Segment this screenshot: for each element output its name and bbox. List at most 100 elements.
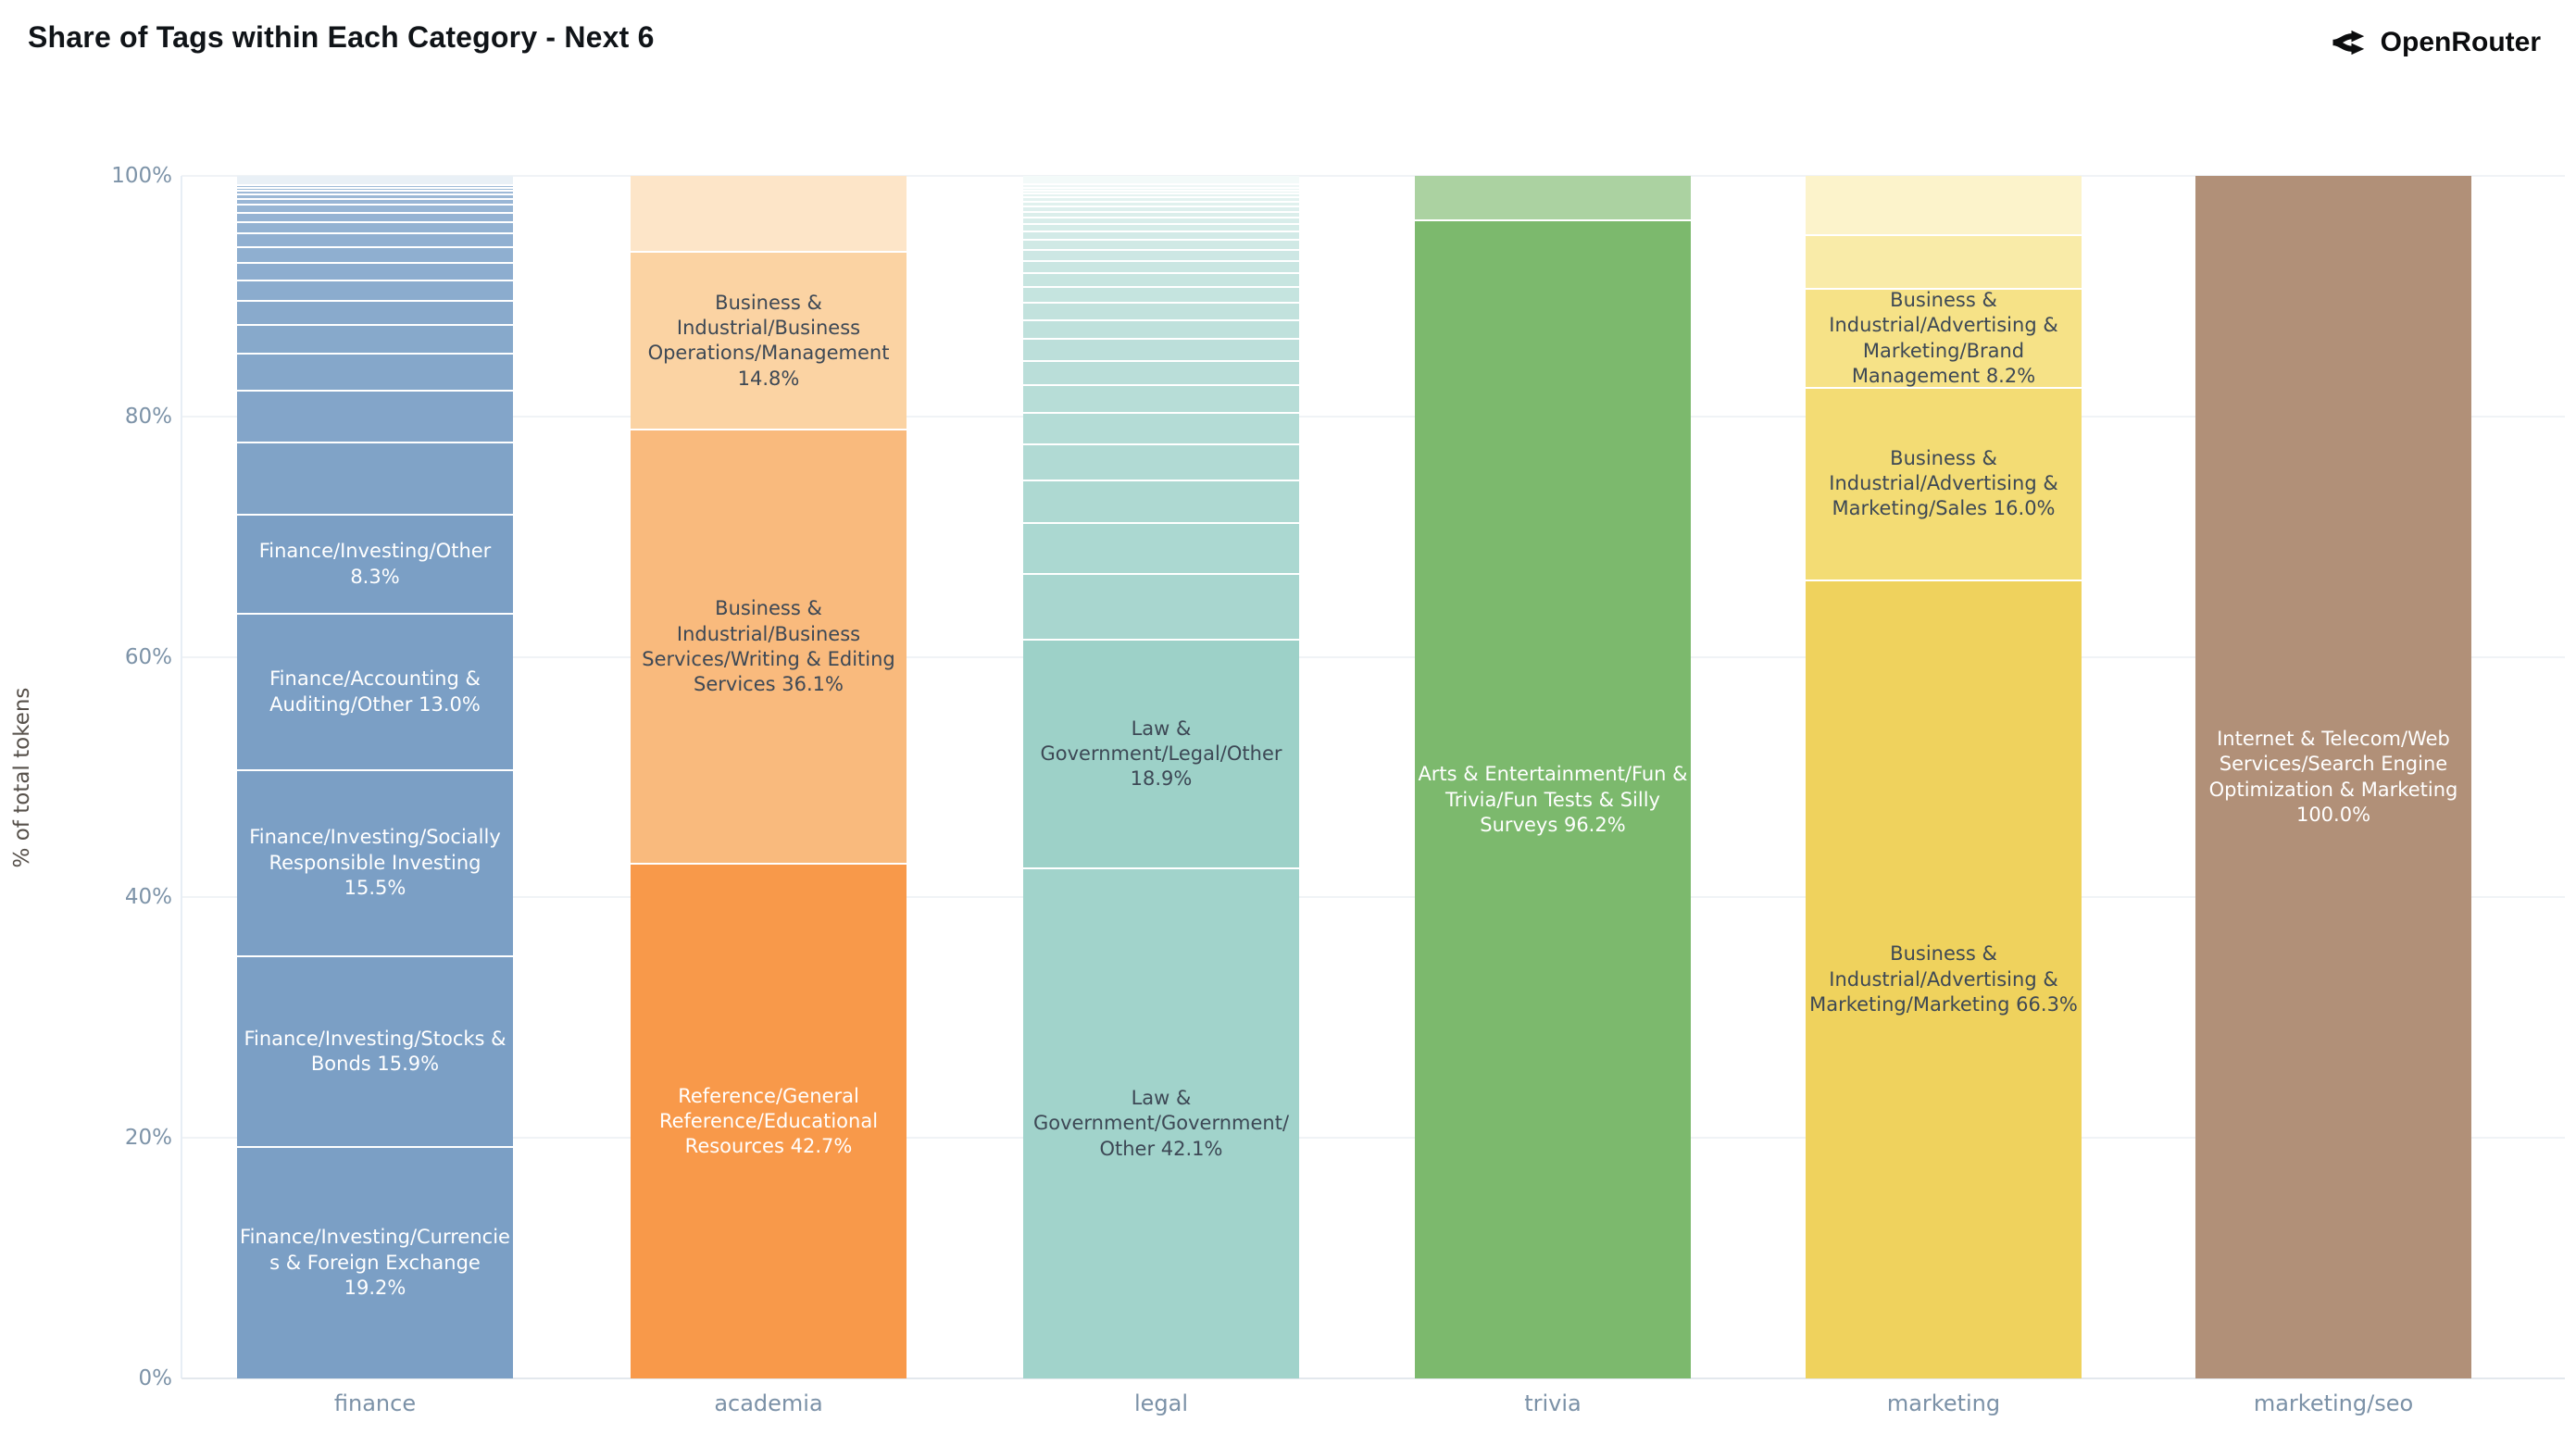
bar-segment: Reference/General Reference/Educational … <box>631 865 907 1378</box>
bar-segment <box>1023 176 1299 186</box>
bar-segment <box>1023 241 1299 251</box>
bar-segment <box>1023 261 1299 274</box>
bar-segment <box>237 263 513 281</box>
bar-segment <box>1023 287 1299 304</box>
bar-segment <box>237 443 513 516</box>
x-category-label: legal <box>1133 1390 1189 1416</box>
bar-marketing: Business & Industrial/Advertising & Mark… <box>1806 176 2082 1378</box>
bar-segment <box>1023 444 1299 482</box>
bar-segment <box>1023 185 1299 189</box>
bar-segment: Business & Industrial/Advertising & Mark… <box>1806 289 2082 389</box>
x-axis-line <box>181 1377 2565 1379</box>
bar-segment <box>237 223 513 235</box>
bar-finance: Finance/Investing/Other 8.3% Finance/Acco… <box>237 176 513 1378</box>
x-category-label: academia <box>714 1390 823 1416</box>
bar-segment <box>1023 194 1299 199</box>
bar-segment <box>1023 481 1299 524</box>
bar-segment <box>237 392 513 443</box>
bar-segment <box>1806 235 2082 291</box>
bar-segment <box>237 325 513 355</box>
bar-segment <box>1023 206 1299 213</box>
bar-segment <box>237 194 513 200</box>
y-axis-title: % of total tokens <box>10 687 34 868</box>
segment-label: Internet & Telecom/Web Services/Search E… <box>2208 727 2458 826</box>
gridline <box>181 896 2565 899</box>
bar-segment <box>1023 188 1299 192</box>
bar-segment: Law & Government/Government/Other 42.1% <box>1023 869 1299 1378</box>
bar-segment <box>237 188 513 192</box>
bar-segment: Finance/Investing/Currencies & Foreign E… <box>237 1147 513 1378</box>
bar-segment <box>237 186 513 189</box>
gridline <box>181 175 2565 177</box>
bar-segment <box>1023 198 1299 203</box>
x-category-label: finance <box>333 1390 417 1416</box>
bar-segment <box>237 199 513 206</box>
bar-segment: Business & Industrial/Business Services/… <box>631 430 907 866</box>
openrouter-icon <box>2331 24 2368 61</box>
bar-segment <box>1023 303 1299 321</box>
segment-label: Business & Industrial/Advertising & Mark… <box>1829 446 2058 520</box>
bar-segment <box>1023 232 1299 242</box>
gridline <box>181 1137 2565 1140</box>
y-tick-label: 80% <box>124 404 172 429</box>
y-tick-label: 60% <box>124 644 172 669</box>
bar-segment <box>1023 212 1299 219</box>
segment-label: Law & Government/Legal/Other 18.9% <box>1040 717 1282 791</box>
bar-segment <box>1023 523 1299 575</box>
bar-segment <box>237 206 513 214</box>
bar-segment <box>237 355 513 393</box>
bar-segment <box>631 176 907 254</box>
bar-segment <box>1023 225 1299 233</box>
gridline <box>181 415 2565 418</box>
bar-academia: Business & Industrial/Business Operation… <box>631 176 907 1378</box>
bar-segment <box>1023 574 1299 642</box>
segment-label: Finance/Accounting & Auditing/Other 13.0… <box>269 667 481 716</box>
segment-label: Finance/Investing/Currencies & Foreign E… <box>240 1226 510 1300</box>
bar-segment <box>237 247 513 264</box>
bar-segment <box>1023 191 1299 195</box>
bar-marketing-seo: Internet & Telecom/Web Services/Search E… <box>2195 176 2471 1378</box>
bar-segment: Business & Industrial/Advertising & Mark… <box>1806 388 2082 581</box>
bar-segment: Law & Government/Legal/Other 18.9% <box>1023 641 1299 870</box>
bar-segment: Arts & Entertainment/Fun & Trivia/Fun Te… <box>1415 221 1691 1378</box>
bar-segment <box>1023 273 1299 288</box>
bar-segment <box>1023 202 1299 207</box>
bar-segment <box>1023 361 1299 386</box>
bar-segment <box>1023 218 1299 226</box>
bar-segment: Business & Industrial/Business Operation… <box>631 253 907 431</box>
segment-label: Business & Industrial/Advertising & Mark… <box>1809 942 2078 1016</box>
bar-segment: Internet & Telecom/Web Services/Search E… <box>2195 176 2471 1378</box>
y-tick-label: 20% <box>124 1126 172 1151</box>
bar-segment <box>1023 320 1299 341</box>
y-tick-label: 0% <box>138 1366 173 1390</box>
brand-logo: OpenRouter <box>2331 24 2541 61</box>
bar-segment <box>237 302 513 326</box>
bar-segment <box>237 280 513 302</box>
segment-label: Reference/General Reference/Educational … <box>658 1084 879 1158</box>
bar-segment <box>1023 413 1299 445</box>
brand-name: OpenRouter <box>2380 27 2541 57</box>
gridline <box>181 655 2565 658</box>
bar-trivia: Arts & Entertainment/Fun & Trivia/Fun Te… <box>1415 176 1691 1378</box>
bar-segment: Finance/Accounting & Auditing/Other 13.0… <box>237 615 513 771</box>
x-category-label: trivia <box>1524 1390 1582 1416</box>
bar-segment <box>237 234 513 248</box>
segment-label: Finance/Investing/Stocks & Bonds 15.9% <box>244 1027 506 1075</box>
bar-segment <box>1023 250 1299 262</box>
bar-segment: Business & Industrial/Advertising & Mark… <box>1806 580 2082 1378</box>
segment-label: Business & Industrial/Business Operation… <box>647 291 890 390</box>
x-category-label: marketing <box>1886 1390 2001 1416</box>
bar-segment <box>1023 340 1299 362</box>
y-tick-label: 40% <box>124 885 172 910</box>
segment-label: Arts & Entertainment/Fun & Trivia/Fun Te… <box>1418 763 1688 836</box>
bar-segment <box>1806 176 2082 236</box>
x-category-label: marketing/seo <box>2253 1390 2414 1416</box>
bar-segment <box>237 176 513 187</box>
y-tick-label: 100% <box>111 164 172 188</box>
bar-segment <box>237 213 513 224</box>
segment-label: Law & Government/Government/Other 42.1% <box>1032 1086 1290 1160</box>
bar-segment: Finance/Investing/Stocks & Bonds 15.9% <box>237 956 513 1148</box>
bar-segment <box>1023 385 1299 414</box>
bar-segment <box>1415 176 1691 222</box>
segment-label: Business & Industrial/Business Services/… <box>642 597 895 696</box>
